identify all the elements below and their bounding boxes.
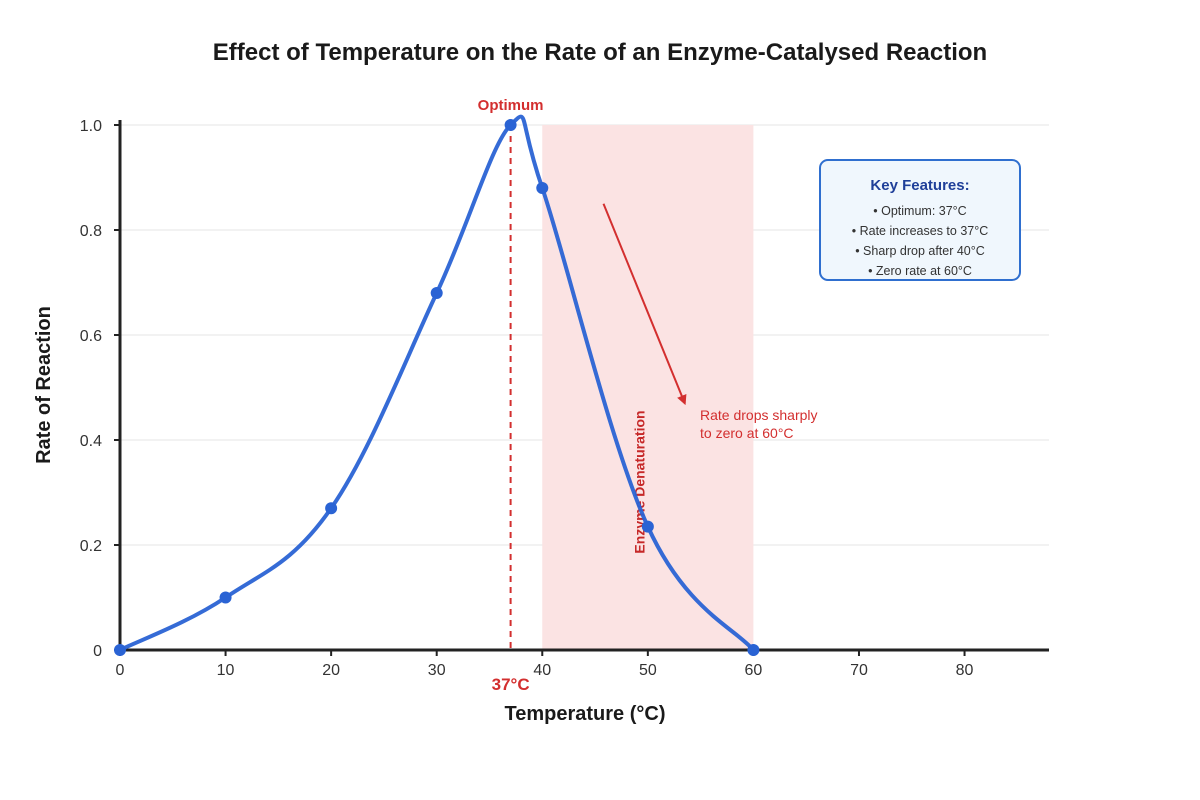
data-point bbox=[219, 591, 232, 604]
chart-title: Effect of Temperature on the Rate of an … bbox=[213, 39, 987, 66]
optimum-marker: Optimum 37°C bbox=[478, 97, 544, 694]
annotation: Rate drops sharply to zero at 60°C bbox=[602, 203, 818, 441]
denaturation-label: Enzyme Denaturation bbox=[632, 410, 648, 553]
key-feature-item: • Optimum: 37°C bbox=[873, 204, 966, 218]
denaturation-region: Enzyme Denaturation bbox=[542, 125, 754, 650]
x-tick-label: 50 bbox=[639, 662, 657, 679]
x-tick-label: 0 bbox=[116, 662, 125, 679]
x-tick-label: 20 bbox=[322, 662, 340, 679]
y-tick-label: 0.6 bbox=[80, 328, 102, 345]
data-point bbox=[430, 287, 443, 299]
y-tick-label: 0.4 bbox=[80, 433, 102, 450]
y-tick-label: 0.8 bbox=[80, 223, 102, 240]
data-point bbox=[325, 502, 338, 515]
x-tick-label: 30 bbox=[428, 662, 446, 679]
data-point bbox=[747, 644, 760, 656]
key-feature-item: • Rate increases to 37°C bbox=[852, 224, 989, 238]
x-tick-label: 10 bbox=[217, 662, 235, 679]
data-series bbox=[114, 114, 760, 656]
y-tick-label: 0 bbox=[93, 643, 102, 660]
annotation-arrow bbox=[602, 203, 687, 406]
data-point bbox=[504, 119, 517, 131]
data-point bbox=[641, 520, 654, 533]
x-tick-label: 70 bbox=[850, 662, 868, 679]
x-axis-title: Temperature (°C) bbox=[505, 703, 666, 725]
y-tick-label: 0.2 bbox=[80, 538, 102, 555]
y-axis-title: Rate of Reaction bbox=[33, 306, 55, 464]
data-point bbox=[114, 644, 126, 656]
key-features-background bbox=[819, 159, 1021, 281]
annotation-text: to zero at 60°C bbox=[700, 425, 794, 441]
axes: 0 10 20 30 40 50 60 70 80 0 0.2 0.4 0.6 0.8 1.0 bbox=[80, 118, 1049, 679]
optimum-label: Optimum bbox=[478, 97, 544, 114]
x-tick-label: 40 bbox=[533, 662, 551, 679]
y-tick-label: 1.0 bbox=[80, 118, 102, 135]
data-point bbox=[536, 182, 549, 194]
x-tick-label: 80 bbox=[956, 662, 974, 679]
key-feature-item: • Zero rate at 60°C bbox=[868, 264, 972, 278]
denaturation-shade bbox=[542, 125, 754, 650]
annotation-text: Rate drops sharply bbox=[700, 407, 818, 423]
key-feature-item: • Sharp drop after 40°C bbox=[855, 244, 985, 258]
key-features-box: Key Features: • Optimum: 37°C • Rate inc… bbox=[819, 159, 1021, 281]
key-features-title: Key Features: bbox=[870, 177, 969, 194]
rate-curve bbox=[118, 114, 756, 652]
optimum-temperature-label: 37°C bbox=[492, 675, 530, 694]
x-tick-label: 60 bbox=[745, 662, 763, 679]
